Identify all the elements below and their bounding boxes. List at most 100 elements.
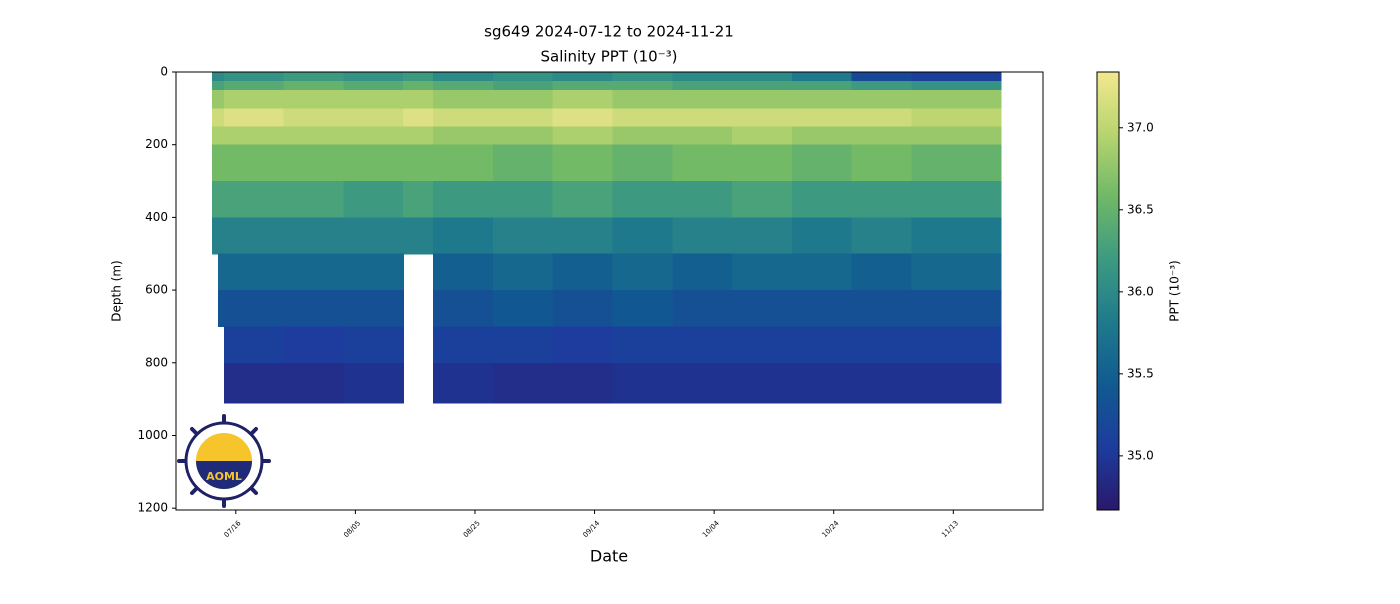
heatmap-cell (492, 81, 554, 91)
heatmap-cell (343, 126, 404, 146)
heatmap-cell (492, 108, 554, 128)
heatmap-cell (433, 90, 494, 109)
heatmap-cell (791, 217, 853, 255)
logo-text: AOML (206, 470, 242, 483)
heatmap-cell (552, 181, 614, 218)
heatmap-cell (217, 90, 225, 109)
heatmap-cell (403, 81, 434, 91)
colorbar-label: PPT (10⁻³) (1168, 260, 1182, 321)
colorbar-tick-label: 35.0 (1127, 448, 1154, 462)
heatmap-cell (223, 144, 285, 182)
heatmap-cell (223, 217, 285, 255)
heatmap-cell (732, 253, 793, 291)
logo: AOML (177, 414, 271, 508)
heatmap-cell (552, 108, 614, 128)
heatmap-cell (791, 108, 853, 128)
heatmap-cell (612, 72, 673, 82)
heatmap-cell (732, 72, 793, 82)
heatmap-cell (911, 217, 1002, 255)
heatmap-cell (403, 108, 434, 128)
heatmap-cell (612, 181, 673, 218)
heatmap-cell (492, 217, 554, 255)
y-tick-label: 600 (145, 283, 168, 297)
heatmap-cell (851, 144, 913, 182)
heatmap-cell (343, 72, 404, 82)
x-tick-label: 08/25 (462, 519, 482, 539)
heatmap-cell (217, 72, 225, 82)
heatmap-cell (492, 362, 554, 404)
heatmap-cell (211, 90, 219, 109)
heatmap-cell (911, 126, 1002, 146)
heatmap-cell (672, 181, 733, 218)
heatmap-cell (911, 90, 1002, 109)
heatmap-cell (732, 326, 793, 364)
y-tick-label: 0 (160, 65, 168, 79)
heatmap-cell (911, 362, 1002, 404)
heatmap-cell (343, 81, 404, 91)
heatmap-cell (223, 253, 285, 291)
heatmap-cell (612, 81, 673, 91)
heatmap-cell (672, 90, 733, 109)
heatmap-cell (283, 108, 345, 128)
heatmap-cell (211, 126, 219, 146)
colorbar-tick-label: 37.0 (1127, 120, 1154, 134)
heatmap-cell (403, 90, 434, 109)
heatmap-cell (732, 81, 793, 91)
heatmap-cell (343, 108, 404, 128)
heatmap-cell (283, 81, 345, 91)
heatmap-cell (343, 90, 404, 109)
heatmap-cell (732, 144, 793, 182)
chart-title: sg649 2024-07-12 to 2024-11-21 (484, 23, 734, 41)
heatmap-cell (283, 217, 345, 255)
heatmap-cell (552, 326, 614, 364)
heatmap-cell (283, 362, 345, 404)
heatmap-cell (791, 253, 853, 291)
heatmap-cell (911, 108, 1002, 128)
heatmap-cell (217, 217, 225, 255)
heatmap-cell (552, 217, 614, 255)
x-tick-label: 10/04 (701, 519, 721, 539)
heatmap-cell (612, 144, 673, 182)
heatmap-cell (283, 144, 345, 182)
heatmap-cell (217, 81, 225, 91)
heatmap-cell (851, 81, 913, 91)
heatmap-cell (217, 181, 225, 218)
heatmap-cell (283, 181, 345, 218)
heatmap-cell (217, 144, 225, 182)
heatmap-cell (672, 81, 733, 91)
colorbar-tick-label: 36.5 (1127, 202, 1154, 216)
x-tick-label: 08/05 (342, 519, 362, 539)
heatmap-cell (791, 181, 853, 218)
heatmap-cell (612, 126, 673, 146)
heatmap-cell (672, 72, 733, 82)
y-tick-label: 400 (145, 210, 168, 224)
heatmap-cell (552, 253, 614, 291)
colorbar-tick-label: 36.0 (1127, 284, 1154, 298)
heatmap-cell (211, 72, 219, 82)
x-axis-label: Date (590, 547, 628, 566)
plot-frame (175, 71, 1044, 511)
heatmap-cell (552, 362, 614, 404)
heatmap-cell (851, 290, 913, 328)
y-axis-label: Depth (m) (110, 260, 124, 321)
heatmap-cell (911, 181, 1002, 218)
heatmap-cell (343, 217, 404, 255)
heatmap-cell (403, 144, 434, 182)
y-tick-label: 800 (145, 355, 168, 369)
heatmap-cell (672, 326, 733, 364)
heatmap-cell (672, 362, 733, 404)
heatmap-cell (223, 108, 285, 128)
heatmap-cell (433, 326, 494, 364)
heatmap-cell (672, 253, 733, 291)
heatmap-cell (433, 108, 494, 128)
heatmap-cell (492, 253, 554, 291)
heatmap-cell (223, 290, 285, 328)
heatmap-cell (791, 126, 853, 146)
heatmap-cell (217, 126, 225, 146)
heatmap-cell (732, 126, 793, 146)
heatmap-cell (791, 90, 853, 109)
heatmap-cell (403, 72, 434, 82)
heatmap-cell (612, 326, 673, 364)
heatmap-cell (552, 81, 614, 91)
heatmap-cell (851, 126, 913, 146)
